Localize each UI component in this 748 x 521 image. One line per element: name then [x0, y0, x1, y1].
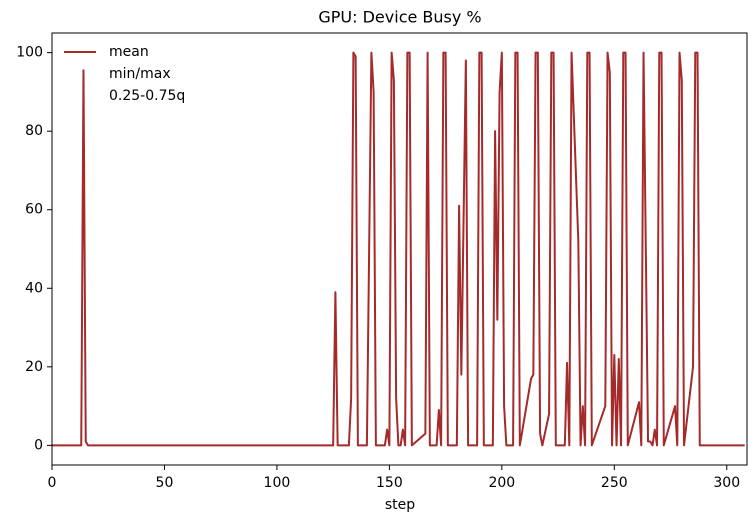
y-tick-label: 40: [25, 280, 43, 296]
x-tick-label: 150: [376, 475, 403, 491]
y-tick-label: 20: [25, 359, 43, 375]
x-tick-label: 200: [488, 475, 515, 491]
y-tick-label: 0: [34, 437, 43, 453]
chart-title: GPU: Device Busy %: [318, 8, 481, 27]
y-tick-label: 80: [25, 123, 43, 139]
x-tick-label: 300: [713, 475, 740, 491]
x-tick-label: 50: [156, 475, 174, 491]
plot-frame: [51, 32, 748, 466]
x-tick-label: 250: [601, 475, 628, 491]
x-axis-label: step: [385, 497, 415, 513]
x-tick-label: 100: [264, 475, 291, 491]
legend-label: 0.25-0.75q: [109, 88, 185, 104]
y-tick-label: 100: [16, 45, 43, 61]
x-tick-label: 0: [48, 475, 57, 491]
legend-label: mean: [109, 44, 149, 60]
y-tick-label: 60: [25, 202, 43, 218]
line-series: [52, 51, 745, 447]
legend-label: min/max: [109, 66, 171, 82]
